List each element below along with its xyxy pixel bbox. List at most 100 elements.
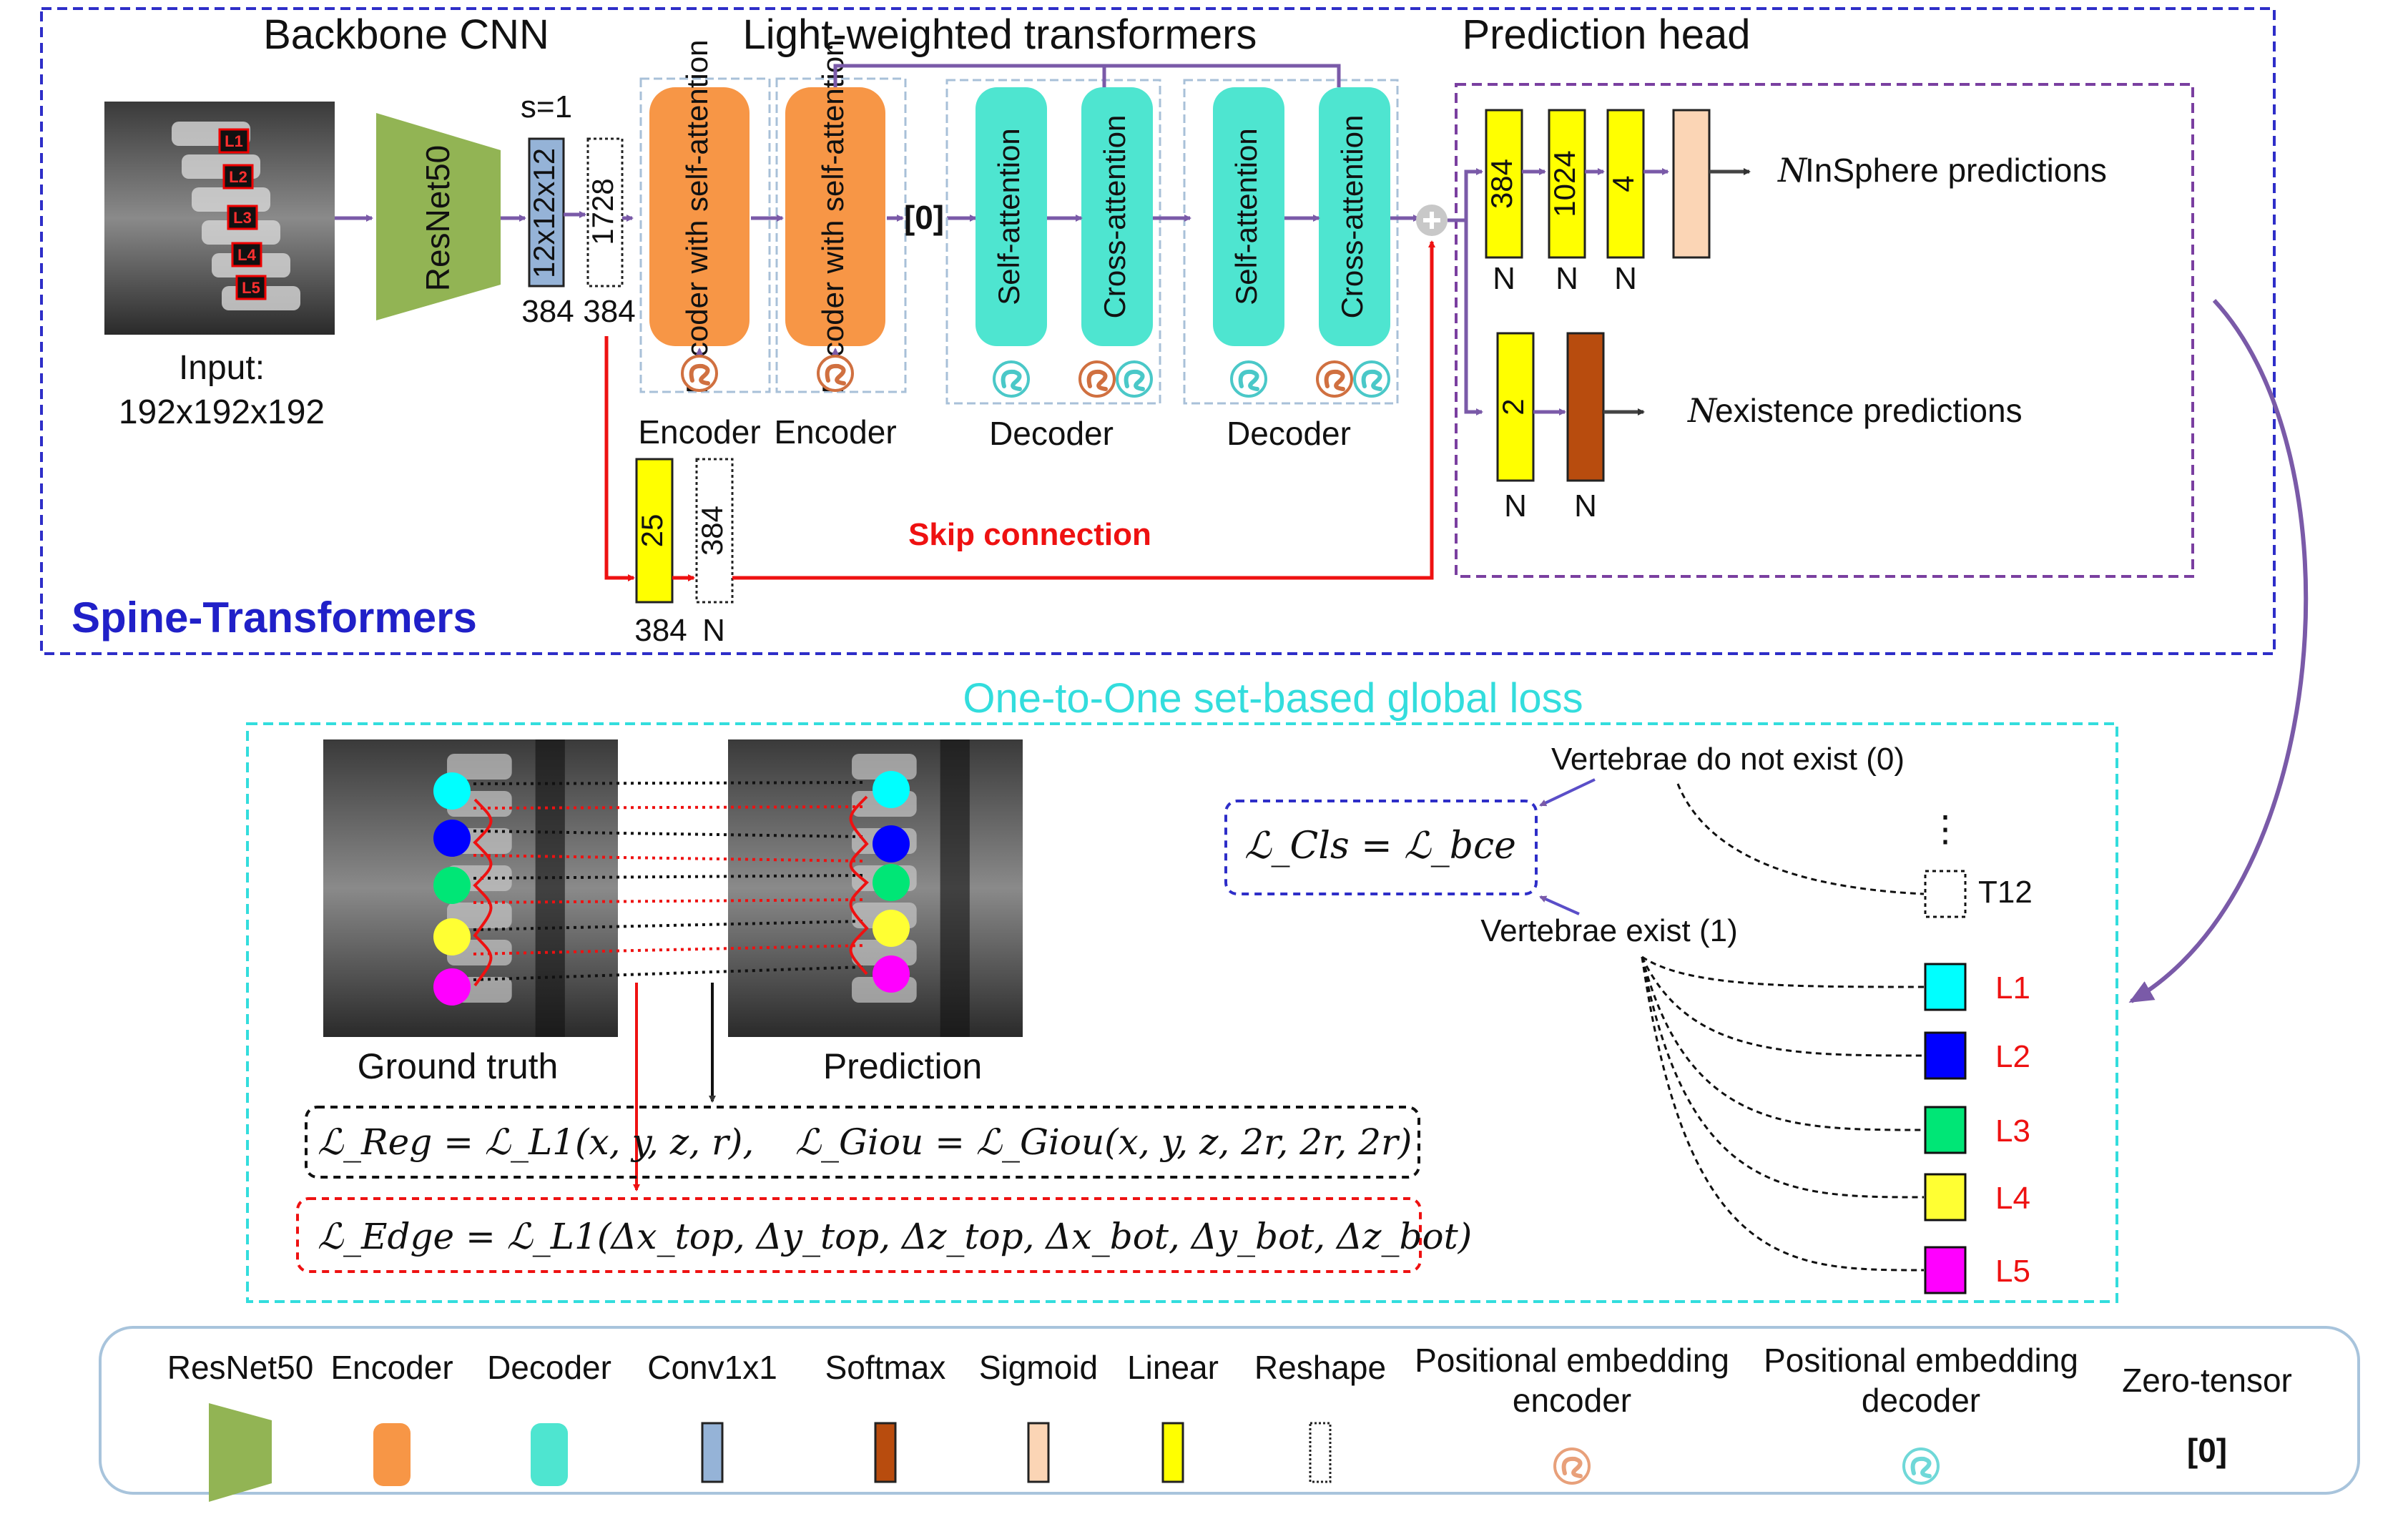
legend-label: Encoder bbox=[330, 1349, 453, 1386]
level-label: L1 bbox=[1995, 970, 2030, 1006]
legend-item: Decoder bbox=[487, 1349, 611, 1486]
swirl-icon bbox=[1902, 1447, 1940, 1485]
linear-block bbox=[1548, 109, 1586, 259]
head-arrow bbox=[1448, 168, 1483, 222]
legend-item: Linear bbox=[1127, 1349, 1219, 1483]
reg-loss-box bbox=[305, 1106, 1420, 1179]
t12-box bbox=[1924, 870, 1967, 918]
vertebra-tag-label: L1 bbox=[225, 132, 243, 150]
linear-block bbox=[1485, 109, 1523, 259]
trapezoid-icon bbox=[209, 1403, 272, 1502]
self-attention-label: Self-attention bbox=[992, 128, 1026, 305]
gt-vertebra-marker bbox=[433, 820, 471, 857]
not-exist-arrow bbox=[1539, 778, 1596, 807]
n-label: N bbox=[1556, 261, 1578, 296]
prediction-head-frame bbox=[1455, 83, 2194, 578]
skip-size: 384 bbox=[634, 613, 687, 648]
matching-line bbox=[473, 920, 866, 931]
ground-truth-caption: Ground truth bbox=[358, 1046, 559, 1086]
exist-arrow bbox=[1539, 895, 1580, 915]
exist-linear-block bbox=[1496, 332, 1535, 482]
legend-item: Conv1x1 bbox=[647, 1349, 777, 1483]
edge-matching-line bbox=[473, 898, 866, 904]
edge-matching-line bbox=[473, 854, 866, 862]
decoder-caption: Decoder bbox=[1227, 415, 1351, 452]
decoder-group bbox=[1183, 79, 1399, 405]
skip-arrow bbox=[732, 240, 1435, 580]
legend-item: ResNet50 bbox=[167, 1349, 313, 1502]
matching-line bbox=[473, 781, 866, 785]
legend-item: Reshape bbox=[1254, 1349, 1386, 1483]
transformers-title: Light-weighted transformers bbox=[743, 11, 1257, 58]
rounded-rect-icon bbox=[531, 1423, 568, 1486]
legend-item: Encoder bbox=[330, 1349, 453, 1486]
vertebra-tag-label: L5 bbox=[242, 279, 260, 297]
softmax-block bbox=[1566, 332, 1605, 482]
vertebra-tag-label: L2 bbox=[229, 168, 247, 186]
positional-embedding-encoder-icon bbox=[1078, 360, 1116, 398]
insphere-n: N bbox=[1777, 151, 1808, 190]
encoder-block bbox=[785, 87, 885, 346]
edge-formula: ℒ_Edge = ℒ_L1(Δx_top, Δy_top, Δz_top, Δx… bbox=[318, 1216, 1472, 1257]
vertebra-tag bbox=[227, 205, 258, 230]
ellipsis: ⋮ bbox=[1927, 809, 1963, 849]
input-label: Input: bbox=[179, 349, 265, 387]
level-link bbox=[1641, 956, 1925, 1057]
encoder-caption: Encoder bbox=[774, 413, 896, 451]
positional-embedding-encoder-icon bbox=[1316, 360, 1353, 398]
legend-item: Softmax bbox=[825, 1349, 945, 1483]
encoder-caption: Encoder bbox=[638, 413, 760, 451]
pred-vertebra-marker bbox=[873, 955, 910, 993]
legend-label: Sigmoid bbox=[979, 1349, 1098, 1386]
linear-label: 4 bbox=[1606, 175, 1640, 192]
pred-vertebra-marker bbox=[873, 910, 910, 947]
conv-size: 384 bbox=[521, 294, 574, 329]
insphere-text: InSphere predictions bbox=[1805, 152, 2107, 189]
encoder-group bbox=[639, 77, 771, 393]
gt-vertebra-marker bbox=[433, 867, 471, 904]
legend-label: Linear bbox=[1127, 1349, 1219, 1386]
backbone-title: Backbone CNN bbox=[263, 11, 549, 58]
zero-tensor-icon: [0] bbox=[2187, 1432, 2227, 1469]
linear-label: 1024 bbox=[1548, 150, 1581, 217]
cls-formula: ℒ_Cls = ℒ_bce bbox=[1244, 825, 1516, 867]
matching-line bbox=[473, 965, 866, 981]
edge-matching-line bbox=[473, 944, 866, 955]
level-link bbox=[1641, 956, 1925, 1131]
vertebra-tag-label: L3 bbox=[233, 209, 252, 227]
exist-label: Vertebrae exist (1) bbox=[1480, 913, 1738, 948]
head-title: Prediction head bbox=[1462, 11, 1750, 58]
to-loss-arrow bbox=[2128, 298, 2309, 1003]
pred-vertebra-marker bbox=[873, 864, 910, 901]
n-label: N bbox=[1493, 261, 1515, 296]
stride-label: s=1 bbox=[521, 89, 572, 124]
legend-label: Conv1x1 bbox=[647, 1349, 777, 1386]
loss-frame bbox=[246, 722, 2118, 1303]
exist-n: N bbox=[1687, 391, 1718, 430]
t12-link bbox=[1676, 783, 1925, 895]
legend-item: Sigmoid bbox=[979, 1349, 1098, 1483]
swirl-icon bbox=[1553, 1447, 1591, 1485]
plus-icon bbox=[1423, 212, 1440, 229]
reshape-label: 1728 bbox=[586, 178, 619, 245]
vertebra-tag bbox=[231, 242, 262, 267]
skip-n: N bbox=[702, 613, 725, 648]
level-link bbox=[1641, 956, 1925, 1199]
legend-item: Zero-tensor [0] bbox=[2122, 1362, 2292, 1469]
self-attention-label: Self-attention bbox=[1229, 128, 1263, 305]
vertebra-tag bbox=[222, 164, 254, 190]
gt-vertebra-marker bbox=[433, 918, 471, 955]
skip-reshape-label: 384 bbox=[695, 506, 729, 556]
legend-label: encoder bbox=[1513, 1382, 1631, 1419]
legend-frame bbox=[99, 1326, 2360, 1495]
not-exist-label: Vertebrae do not exist (0) bbox=[1551, 742, 1905, 777]
matching-line bbox=[473, 830, 866, 838]
positional-embedding-decoder-icon bbox=[993, 360, 1030, 398]
rounded-rect-icon bbox=[373, 1423, 411, 1486]
sigmoid-block bbox=[1672, 109, 1711, 259]
encoder-block-label: Encoder with self-attention bbox=[816, 40, 850, 394]
legend-label: Positional embedding bbox=[1415, 1342, 1729, 1379]
positional-embedding-decoder-icon bbox=[1230, 360, 1267, 398]
n-label: N bbox=[1504, 488, 1527, 523]
